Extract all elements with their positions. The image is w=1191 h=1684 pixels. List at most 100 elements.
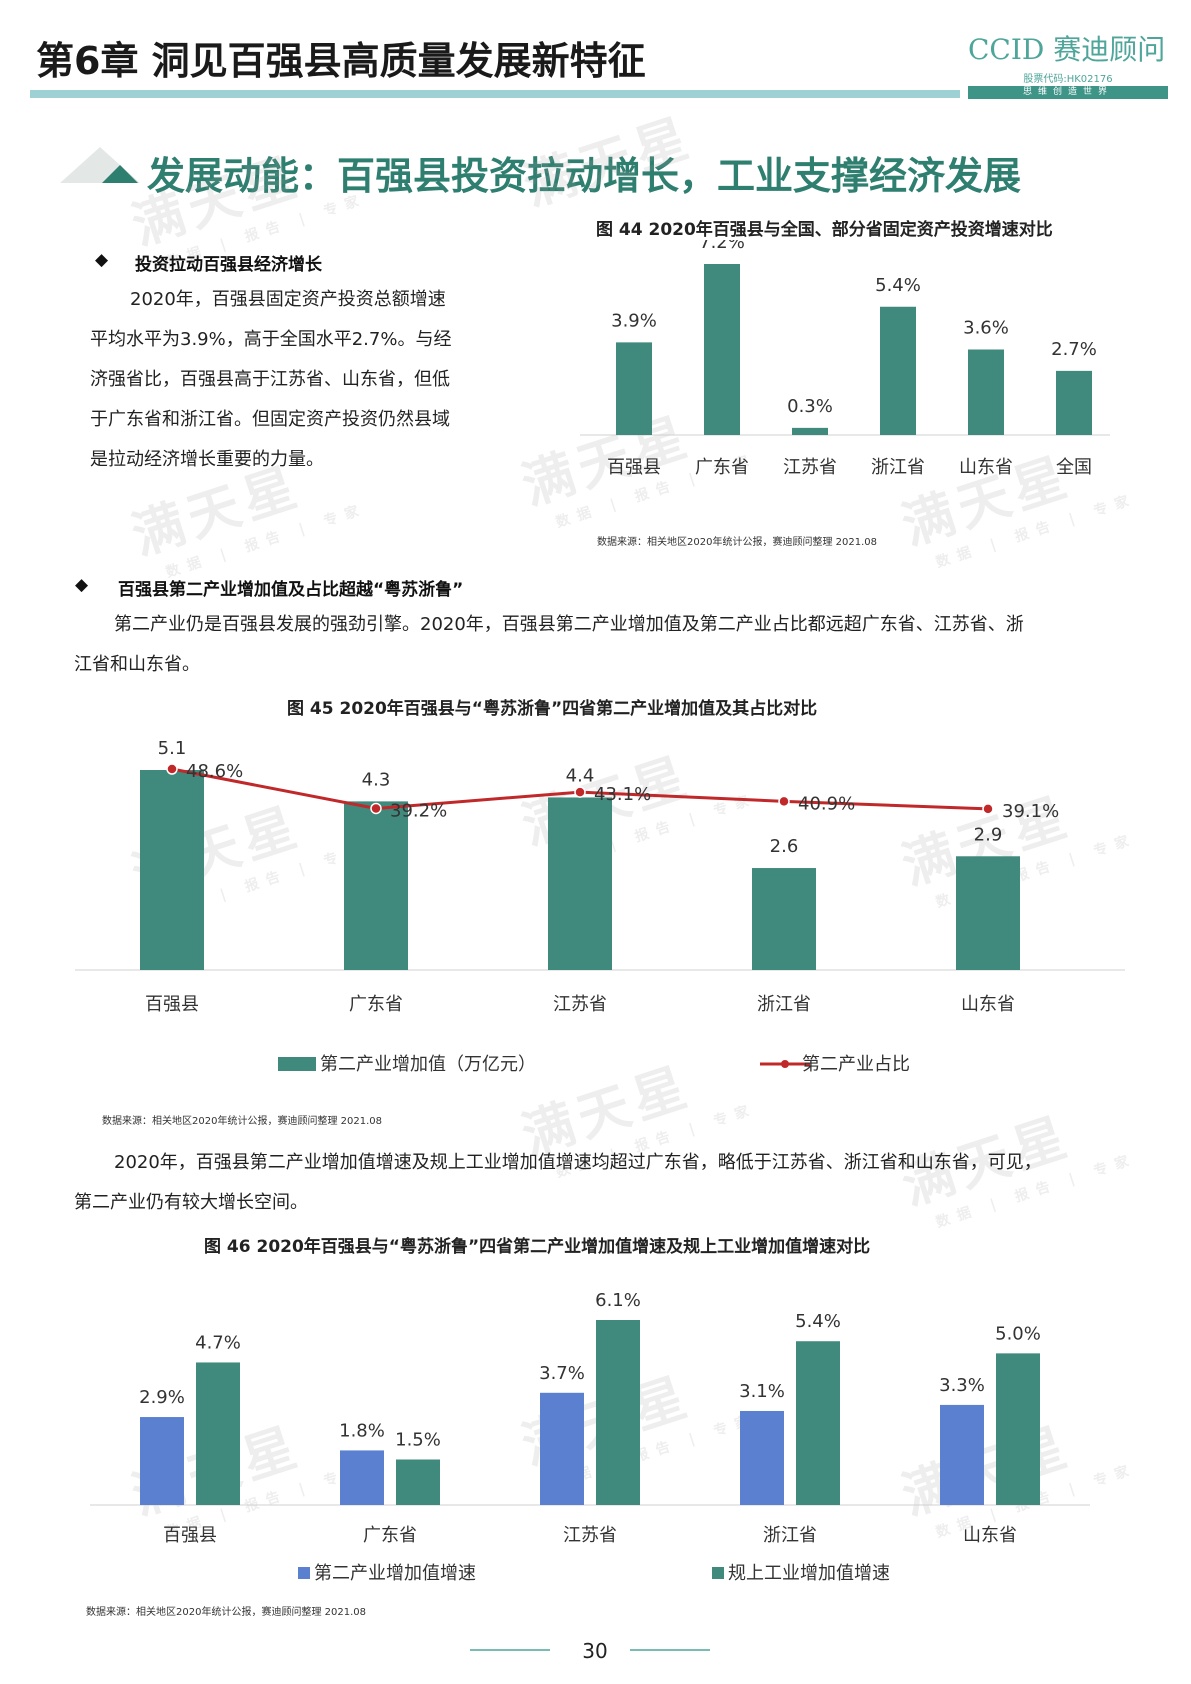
ccid-logo: CCID 赛迪顾问 股票代码:HK02176 思维创造世界	[968, 28, 1168, 100]
legend-label: 第二产业增加值增速	[314, 1563, 476, 1584]
line-data-label: 39.1%	[1002, 801, 1059, 822]
chart-45-title: 图 45 2020年百强县与“粤苏浙鲁”四省第二产业增加值及其占比对比	[287, 699, 818, 719]
paragraph-line: 平均水平为3.9%，高于全国水平2.7%。与经	[90, 329, 452, 350]
line-data-label: 40.9%	[798, 793, 855, 814]
data-label: 5.4%	[875, 275, 921, 296]
legend-swatch-point	[781, 1060, 789, 1068]
category-label: 广东省	[695, 457, 749, 478]
legend-label: 第二产业增加值（万亿元）	[320, 1054, 536, 1075]
paragraph-line: 济强省比，百强县高于江苏省、山东省，但低	[90, 369, 450, 390]
line-point	[778, 795, 790, 808]
page-footer-lines	[470, 1649, 710, 1651]
bar	[704, 264, 740, 435]
legend-label: 规上工业增加值增速	[728, 1563, 890, 1584]
data-label: 2.9%	[139, 1387, 185, 1408]
data-label: 3.1%	[739, 1381, 785, 1402]
header-bar	[30, 90, 960, 98]
bar	[880, 306, 916, 435]
data-label: 5.0%	[995, 1323, 1041, 1344]
category-label: 江苏省	[553, 994, 607, 1015]
bar	[956, 856, 1020, 970]
data-label: 3.3%	[939, 1375, 985, 1396]
paragraph-line: 第二产业仍有较大增长空间。	[74, 1192, 308, 1213]
category-label: 百强县	[145, 994, 199, 1015]
category-label: 浙江省	[757, 994, 811, 1015]
category-label: 山东省	[961, 994, 1015, 1015]
paragraph-secondary: 第二产业仍是百强县发展的强劲引擎。2020年，百强县第二产业增加值及第二产业占比…	[74, 605, 1154, 685]
legend-label: 第二产业占比	[802, 1054, 910, 1075]
line-point	[370, 802, 382, 815]
chart-45: 5.1 百强县 4.3 广东省 4.4 江苏省 2.6 浙江省 2.9 山东省 48.6% 39.2%…	[75, 738, 1125, 1075]
data-label: 7.2%	[699, 240, 745, 253]
line-point	[982, 803, 994, 815]
category-label: 山东省	[959, 457, 1013, 478]
data-label: 0.3%	[787, 396, 833, 417]
line-point	[574, 786, 586, 798]
bar	[344, 801, 408, 970]
chart-46: 2.9% 4.7% 百强县 1.8% 1.5% 广东省 3.7% 6.1% 江苏省 3.1% 5.4…	[90, 1290, 1090, 1584]
data-label: 2.6	[770, 836, 799, 857]
category-label: 浙江省	[871, 457, 925, 478]
bar	[940, 1404, 984, 1505]
chapter-title: 第6章 洞见百强县高质量发展新特征	[36, 39, 646, 83]
category-label: 山东省	[963, 1525, 1017, 1546]
legend-swatch	[712, 1567, 724, 1579]
bar	[396, 1459, 440, 1505]
bar	[196, 1362, 240, 1505]
line-data-label: 39.2%	[390, 800, 447, 821]
logo-wordmark: CCID 赛迪顾问	[968, 33, 1166, 66]
bar	[340, 1450, 384, 1505]
data-label: 2.7%	[1051, 339, 1097, 360]
chart-46-source: 数据来源：相关地区2020年统计公报，赛迪顾问整理 2021.08	[86, 1607, 366, 1618]
chart-46-title: 图 46 2020年百强县与“粤苏浙鲁”四省第二产业增加值增速及规上工业增加值增…	[204, 1237, 871, 1257]
chart-44-source: 数据来源：相关地区2020年统计公报，赛迪顾问整理 2021.08	[597, 537, 877, 548]
logo-stock-code: 股票代码:HK02176	[1023, 74, 1113, 85]
paragraph-line: 于广东省和浙江省。但固定资产投资仍然县域	[90, 409, 450, 430]
category-label: 百强县	[607, 457, 661, 478]
bar	[140, 1417, 184, 1505]
bullet-marker: ◆	[95, 250, 109, 270]
bar	[540, 1392, 584, 1505]
bullet-marker: ◆	[75, 575, 89, 595]
category-label: 全国	[1056, 457, 1092, 478]
line-point	[166, 763, 178, 775]
bar	[548, 797, 612, 970]
section-triangle-icon	[60, 147, 140, 183]
data-label: 2.9	[974, 824, 1003, 845]
paragraph-line: 2020年，百强县第二产业增加值增速及规上工业增加值增速均超过广东省，略低于江苏…	[114, 1152, 1042, 1173]
paragraph-growth: 2020年，百强县第二产业增加值增速及规上工业增加值增速均超过广东省，略低于江苏…	[74, 1143, 1164, 1223]
bar	[616, 342, 652, 435]
category-label: 江苏省	[783, 457, 837, 478]
data-label: 3.7%	[539, 1363, 585, 1384]
bar	[796, 1341, 840, 1505]
data-label: 6.1%	[595, 1290, 641, 1311]
section-title: 发展动能：百强县投资拉动增长，工业支撑经济发展	[147, 154, 1022, 198]
chart-44: 3.9% 百强县 7.2% 广东省 0.3% 江苏省 5.4% 浙江省 3.6% 山东省 2.7% 全…	[580, 240, 1110, 478]
bar	[140, 770, 204, 970]
page-number: 30	[582, 1639, 608, 1663]
bar	[596, 1320, 640, 1505]
bar	[1056, 370, 1092, 435]
bullet-heading-secondary: 百强县第二产业增加值及占比超越“粤苏浙鲁”	[118, 580, 464, 600]
paragraph-line: 江省和山东省。	[74, 654, 200, 675]
line-data-label: 43.1%	[594, 784, 651, 805]
data-label: 5.1	[158, 738, 187, 759]
logo-slogan: 思维创造世界	[968, 86, 1168, 99]
data-label: 1.5%	[395, 1430, 441, 1451]
chart-44-title: 图 44 2020年百强县与全国、部分省固定资产投资增速对比	[596, 220, 1053, 240]
data-label: 1.8%	[339, 1420, 385, 1441]
paragraph-line: 第二产业仍是百强县发展的强劲引擎。2020年，百强县第二产业增加值及第二产业占比…	[114, 614, 1024, 635]
bar	[996, 1353, 1040, 1505]
bar	[740, 1410, 784, 1505]
data-label: 5.4%	[795, 1311, 841, 1332]
paragraph-investment: 2020年，百强县固定资产投资总额增速 平均水平为3.9%，高于全国水平2.7%…	[90, 280, 510, 480]
data-label: 3.6%	[963, 318, 1009, 339]
bar	[968, 349, 1004, 435]
paragraph-line: 是拉动经济增长重要的力量。	[90, 449, 324, 470]
line-data-label: 48.6%	[186, 761, 243, 782]
data-label: 4.4	[566, 765, 595, 786]
legend-swatch	[298, 1567, 310, 1579]
data-label: 3.9%	[611, 310, 657, 331]
category-label: 广东省	[363, 1525, 417, 1546]
category-label: 广东省	[349, 994, 403, 1015]
